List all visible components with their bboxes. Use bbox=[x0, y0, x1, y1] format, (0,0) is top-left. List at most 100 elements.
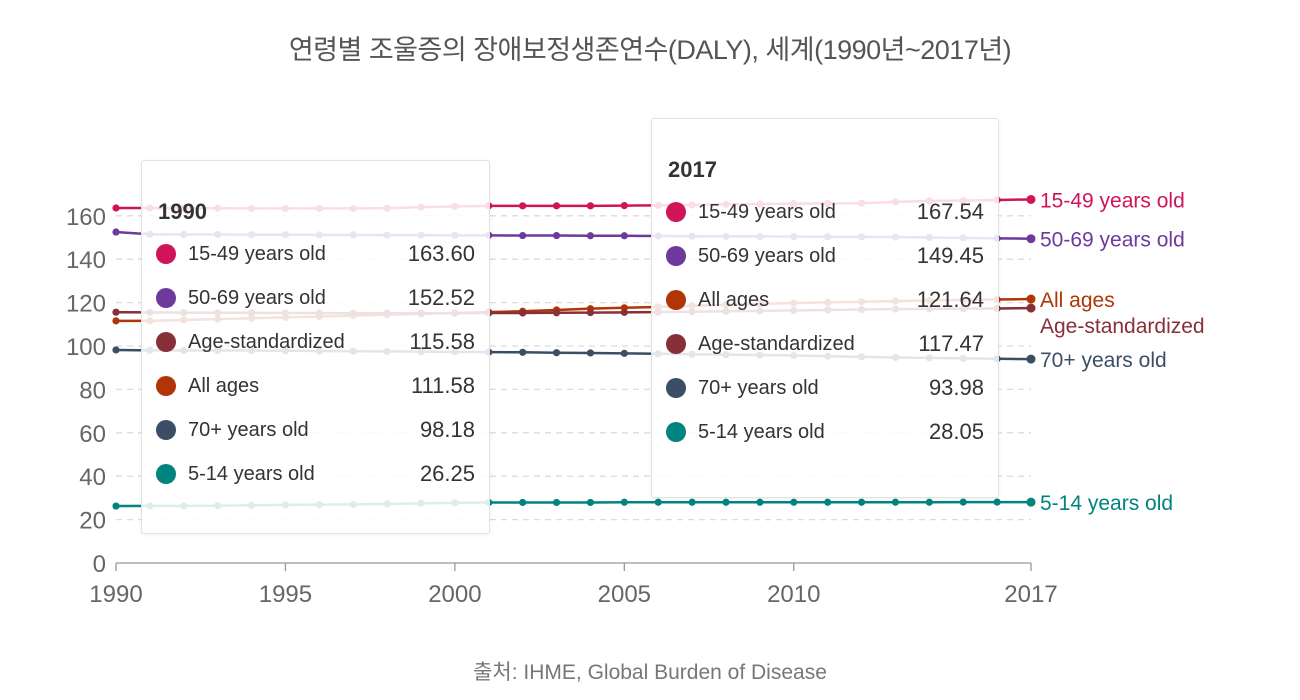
tooltip-row: Age-standardized 115.58 bbox=[156, 327, 475, 357]
end-labels: 15-49 years old 50-69 years old All ages Ag… bbox=[1040, 189, 1205, 515]
data-point-end bbox=[1026, 497, 1036, 507]
data-point bbox=[586, 498, 595, 507]
y-tick-label: 160 bbox=[66, 204, 106, 231]
data-point bbox=[993, 498, 1001, 506]
y-tick-label: 120 bbox=[66, 291, 106, 318]
data-point bbox=[552, 309, 561, 317]
data-point bbox=[519, 309, 527, 317]
x-tick-label: 2000 bbox=[428, 581, 481, 608]
end-label: Age-standardized bbox=[1040, 315, 1205, 338]
legend-dot-icon bbox=[156, 420, 176, 440]
data-point-end bbox=[1026, 294, 1036, 304]
data-point bbox=[552, 349, 561, 357]
end-label: 50-69 years old bbox=[1040, 229, 1185, 252]
data-point-end bbox=[1026, 194, 1036, 204]
axes: 0 20 40 60 80 100 120 140 160 1990 1995 2000 2005 201… bbox=[66, 204, 1058, 608]
legend-dot-icon bbox=[666, 378, 686, 398]
y-tick-label: 100 bbox=[66, 334, 106, 361]
tooltip-value: 163.60 bbox=[407, 241, 475, 266]
legend-dot-icon bbox=[666, 334, 686, 354]
legend-dot-icon bbox=[666, 422, 686, 442]
data-point bbox=[552, 498, 561, 507]
data-point bbox=[824, 498, 832, 506]
tooltip-series-name: 15-49 years old bbox=[698, 200, 836, 223]
legend-dot-icon bbox=[666, 290, 686, 310]
data-point bbox=[688, 498, 696, 506]
legend-dot-icon bbox=[156, 376, 176, 396]
tooltip-series-name: Age-standardized bbox=[698, 332, 855, 355]
tooltip-series-name: 50-69 years old bbox=[698, 244, 836, 267]
data-point bbox=[519, 231, 527, 240]
tooltip-row: All ages 111.58 bbox=[156, 371, 475, 401]
tooltip-row: 70+ years old 98.18 bbox=[156, 415, 475, 445]
tooltip-year: 2017 bbox=[668, 157, 717, 182]
data-point bbox=[620, 349, 628, 357]
chart-title: 연령별 조울증의 장애보정생존연수(DALY), 세계(1990년~2017년) bbox=[288, 35, 1012, 65]
data-point bbox=[519, 202, 527, 210]
tooltip-series-name: 70+ years old bbox=[188, 418, 309, 441]
legend-dot-icon bbox=[666, 246, 686, 266]
data-point bbox=[112, 228, 120, 236]
data-point bbox=[586, 202, 595, 210]
data-point-end bbox=[1026, 234, 1036, 244]
end-label: 5-14 years old bbox=[1040, 492, 1173, 515]
tooltip-value: 115.58 bbox=[409, 329, 475, 354]
data-point bbox=[519, 498, 527, 507]
x-tick-label: 1990 bbox=[89, 581, 142, 608]
legend-dot-icon bbox=[156, 332, 176, 352]
data-point bbox=[586, 349, 595, 357]
legend-dot-icon bbox=[156, 244, 176, 264]
tooltip-2017: 2017 15-49 years old 167.54 50-69 years ol… bbox=[651, 118, 999, 498]
data-point bbox=[112, 308, 120, 316]
x-tick-label: 2005 bbox=[598, 581, 651, 608]
source-note: 출처: IHME, Global Burden of Disease bbox=[473, 661, 827, 684]
tooltip-row: 5-14 years old 28.05 bbox=[666, 417, 984, 447]
tooltip-value: 98.18 bbox=[419, 417, 475, 442]
tooltip-value: 152.52 bbox=[407, 285, 475, 310]
legend-dot-icon bbox=[156, 464, 176, 484]
data-point-end bbox=[1026, 303, 1036, 313]
data-point bbox=[112, 502, 120, 510]
legend-dot-icon bbox=[156, 288, 176, 308]
tooltip-series-name: 5-14 years old bbox=[698, 420, 825, 443]
data-point bbox=[620, 202, 628, 210]
tooltip-series-name: 50-69 years old bbox=[188, 286, 326, 309]
tooltip-series-name: 70+ years old bbox=[698, 376, 819, 399]
tooltip-row: 15-49 years old 163.60 bbox=[156, 239, 475, 269]
data-point bbox=[112, 346, 120, 354]
data-point bbox=[586, 232, 595, 240]
end-label: 70+ years old bbox=[1040, 349, 1167, 372]
data-point-end bbox=[1026, 354, 1036, 364]
tooltip-row: 50-69 years old 152.52 bbox=[156, 283, 475, 313]
tooltip-1990: 1990 15-49 years old 163.60 50-69 years ol… bbox=[141, 160, 490, 534]
tooltip-series-name: 5-14 years old bbox=[188, 462, 315, 485]
x-tick-label: 2010 bbox=[767, 581, 820, 608]
data-point bbox=[552, 231, 561, 240]
data-point bbox=[112, 204, 120, 212]
y-tick-label: 40 bbox=[79, 464, 106, 491]
data-point bbox=[959, 498, 967, 506]
data-point bbox=[620, 308, 628, 316]
data-point bbox=[620, 498, 628, 506]
tooltip-value: 93.98 bbox=[928, 375, 984, 400]
data-point bbox=[790, 498, 798, 506]
tooltip-row: 15-49 years old 167.54 bbox=[666, 197, 984, 227]
tooltip-row: 5-14 years old 26.25 bbox=[156, 459, 475, 489]
tooltip-row: 70+ years old 93.98 bbox=[666, 373, 984, 403]
x-tick-label: 2017 bbox=[1004, 581, 1057, 608]
data-point bbox=[857, 498, 866, 506]
data-point bbox=[722, 498, 730, 506]
legend-dot-icon bbox=[666, 202, 686, 222]
tooltip-row: All ages 121.64 bbox=[666, 285, 984, 315]
data-point bbox=[756, 498, 764, 506]
data-point bbox=[519, 348, 527, 356]
tooltip-value: 111.58 bbox=[410, 373, 475, 398]
tooltip-value: 28.05 bbox=[928, 419, 984, 444]
tooltip-series-name: Age-standardized bbox=[188, 330, 345, 353]
y-tick-label: 80 bbox=[79, 377, 106, 404]
data-point bbox=[925, 498, 933, 506]
data-point bbox=[891, 498, 900, 506]
tooltip-value: 117.47 bbox=[918, 331, 984, 356]
y-tick-label: 20 bbox=[79, 508, 106, 535]
tooltip-row: Age-standardized 117.47 bbox=[666, 329, 984, 359]
